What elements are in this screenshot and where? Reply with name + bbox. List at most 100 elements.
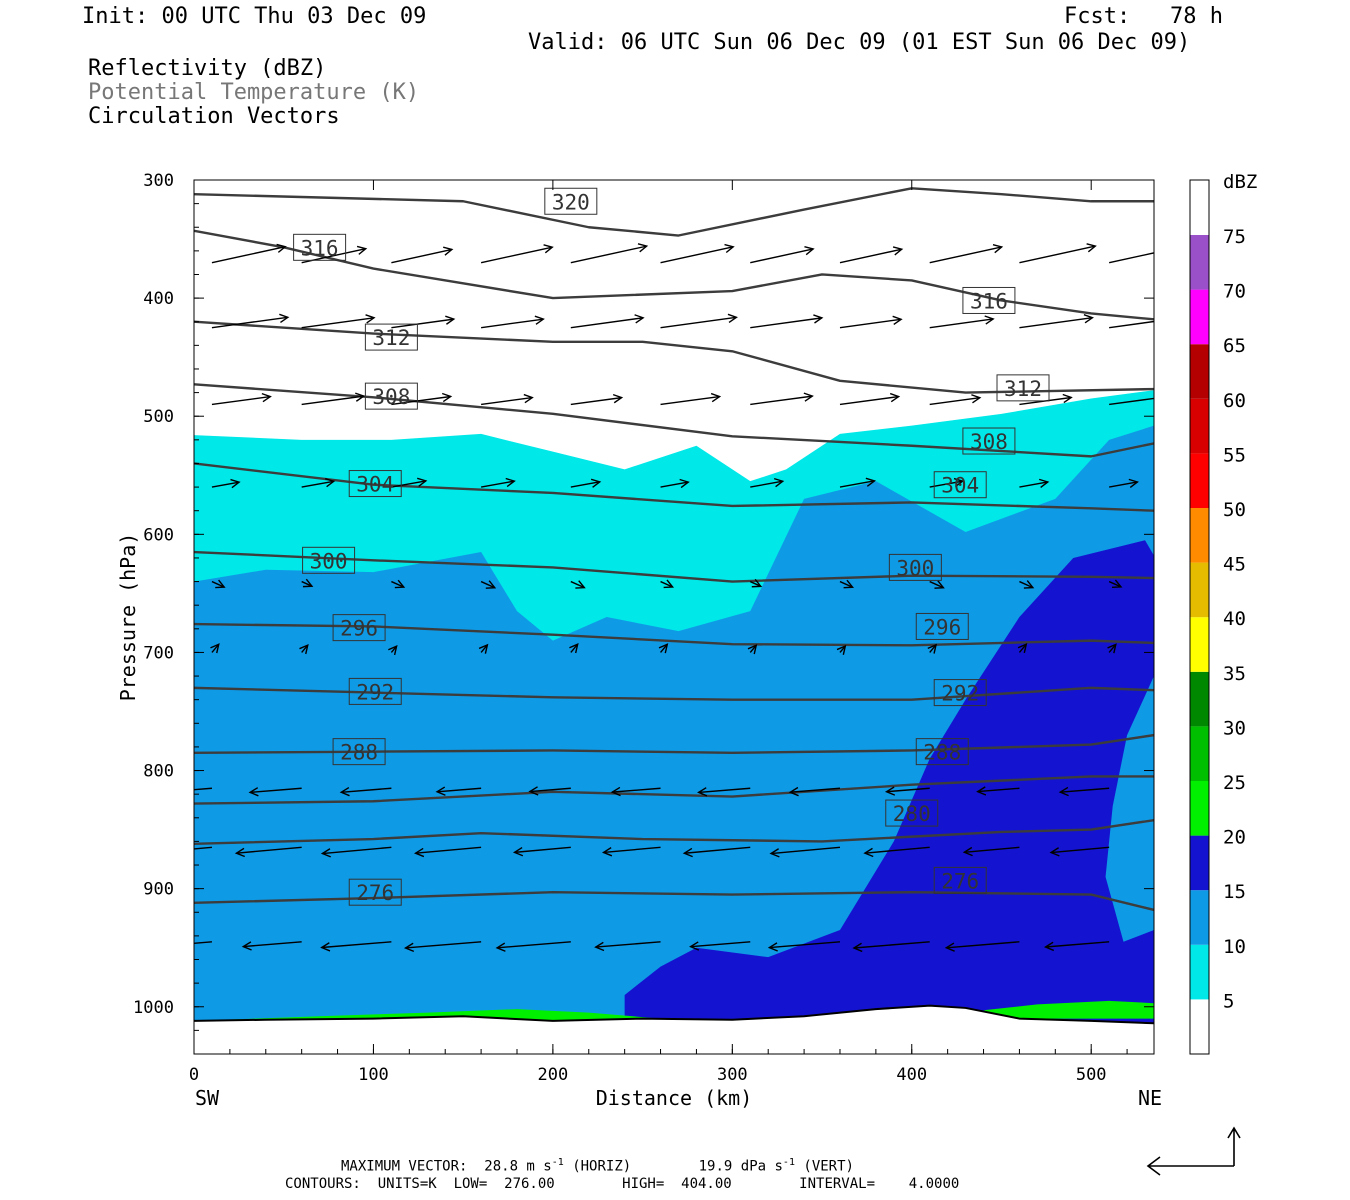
theta-label-text: 304 <box>356 473 394 497</box>
vector <box>481 315 545 329</box>
theta-label-text: 288 <box>340 741 378 765</box>
vector-shaft <box>839 318 902 329</box>
vector <box>480 580 497 589</box>
vector-shaft <box>437 787 482 793</box>
theta-label-304-0: 304 <box>348 470 402 498</box>
theta-label-box <box>544 187 598 215</box>
vector-shaft <box>660 316 737 329</box>
theta-label-276-0: 276 <box>348 878 402 906</box>
x-tick-label: 500 <box>1076 1065 1107 1085</box>
vector <box>391 579 406 589</box>
vector-head <box>590 478 602 488</box>
vector <box>570 478 602 488</box>
theta-label-text: 300 <box>310 549 348 573</box>
vector-head <box>388 644 398 656</box>
vector <box>749 578 763 588</box>
vector <box>1049 846 1110 857</box>
vector-head <box>1086 243 1097 253</box>
vector <box>944 941 1020 952</box>
vector-head <box>485 580 497 589</box>
vector <box>194 941 213 944</box>
vector-head <box>279 313 290 323</box>
vector-head <box>710 392 722 403</box>
vector-shaft <box>749 580 762 587</box>
vector <box>769 846 841 858</box>
vector-head <box>984 315 995 325</box>
vector-shaft <box>929 580 944 589</box>
vector-shaft <box>497 941 571 949</box>
vector-head <box>1023 580 1035 589</box>
colorbar-label: 65 <box>1223 335 1246 357</box>
vector <box>301 578 314 588</box>
vector-head <box>445 315 456 325</box>
theta-label-box <box>915 612 969 640</box>
vector-shaft <box>1050 846 1110 854</box>
vector-head <box>689 941 700 951</box>
theta-label-box <box>996 374 1050 402</box>
theta-label-box <box>962 427 1016 455</box>
vector-head <box>747 644 758 655</box>
colorbar-label: 50 <box>1223 499 1246 521</box>
vector <box>852 941 930 953</box>
vector <box>1019 243 1097 264</box>
vector-shaft <box>595 941 661 948</box>
vector-shaft <box>603 846 661 854</box>
vector-head <box>261 392 272 403</box>
vector <box>210 643 220 654</box>
vector-shaft <box>929 480 963 488</box>
theta-label-text: 320 <box>552 190 590 214</box>
vector-head <box>414 847 425 858</box>
colorbar-segment <box>1190 562 1209 618</box>
theta-label-box <box>933 866 987 894</box>
vectors-title: Circulation Vectors <box>88 104 340 129</box>
vector-head <box>769 848 780 858</box>
vector-shaft <box>570 396 622 406</box>
theta-contour-296 <box>194 622 1154 647</box>
theta-label-280-0: 280 <box>885 799 939 827</box>
vector-head <box>320 848 331 858</box>
vector-head <box>355 392 366 402</box>
y-tick-label: 700 <box>143 643 174 663</box>
colorbar-segment <box>1190 999 1209 1054</box>
theta-label-text: 296 <box>923 615 961 639</box>
reflectivity-20dbz <box>624 540 1154 1054</box>
colorbar-label: 70 <box>1223 281 1246 303</box>
vector <box>1109 397 1154 406</box>
vector-head <box>403 942 415 953</box>
vector-shaft <box>301 395 364 406</box>
colorbar-label: 25 <box>1223 772 1246 794</box>
theta-contour-288 <box>194 733 1154 755</box>
theta-label-text: 308 <box>372 385 410 409</box>
vector-shaft <box>749 644 757 653</box>
vector-shaft <box>341 787 392 793</box>
vector-head <box>324 478 336 488</box>
vector-shaft <box>1109 481 1138 488</box>
vector <box>660 243 735 264</box>
vector-shaft <box>660 395 720 406</box>
vector <box>929 580 945 589</box>
vector-shaft <box>211 580 225 588</box>
theta-label-box <box>888 553 942 581</box>
vector <box>495 941 571 952</box>
vector <box>480 244 554 264</box>
colorbar-segment <box>1190 344 1209 399</box>
vector <box>435 786 482 796</box>
colorbar: 5 10 15 20 25 30 35 40 45 50 55 60 65 70 75 dBZ <box>1189 171 1257 1055</box>
vector-shaft <box>391 248 453 264</box>
vector-head <box>892 246 904 256</box>
vector-head <box>927 643 938 654</box>
vector-shaft <box>839 580 853 588</box>
contours-text: CONTOURS: UNITS=K LOW= 276.00 HIGH= 404.… <box>285 1176 960 1192</box>
vector <box>1043 941 1110 952</box>
theta-label-text: 292 <box>941 682 979 706</box>
vector-shaft <box>321 941 392 949</box>
vector <box>320 846 392 858</box>
theta-label-text: 308 <box>970 430 1008 454</box>
vector <box>660 579 675 589</box>
vector-shaft <box>301 580 313 587</box>
vector <box>241 941 302 951</box>
theta-label-304-1: 304 <box>933 471 987 499</box>
vector-head <box>523 393 534 404</box>
vector-head <box>302 578 314 588</box>
vector-shaft <box>1019 245 1096 264</box>
